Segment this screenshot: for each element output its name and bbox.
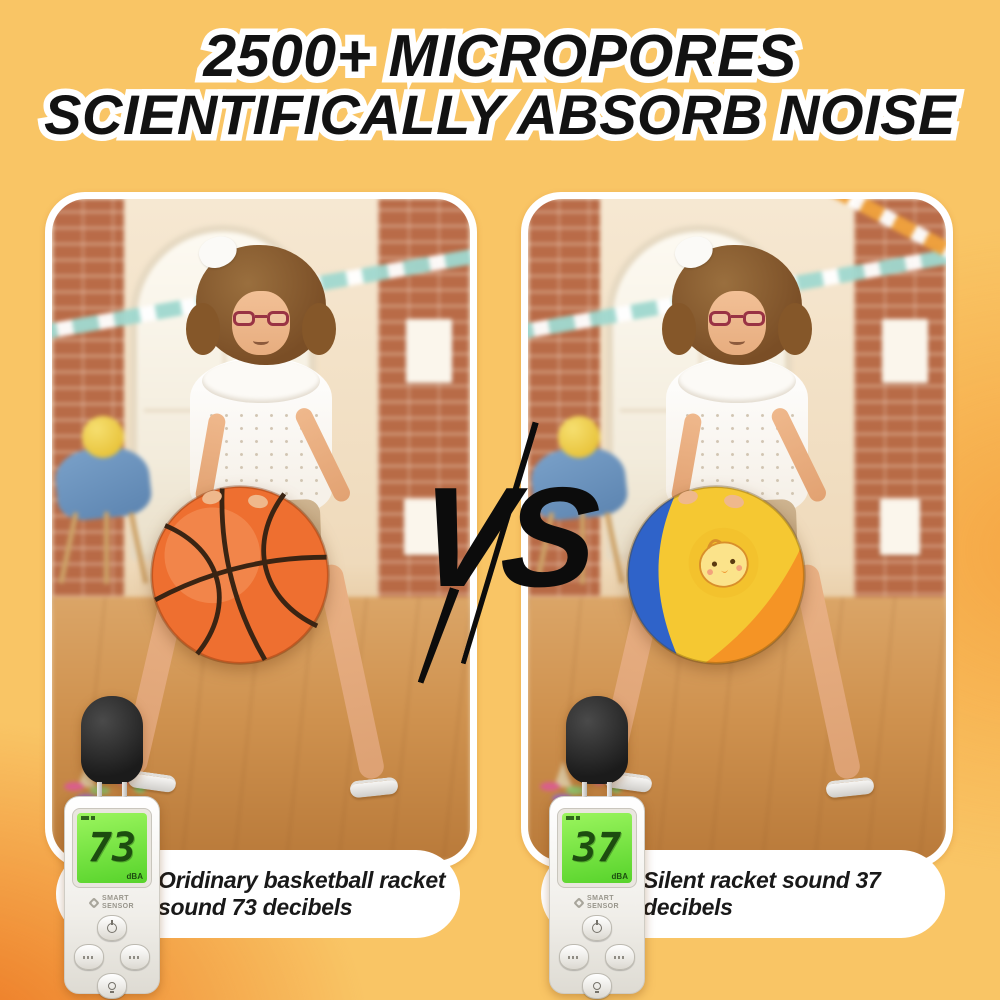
meter-screen-bezel: 37 dBA xyxy=(557,808,637,888)
meter-buttons xyxy=(559,915,635,1000)
girl-smile xyxy=(729,337,745,345)
wall-poster xyxy=(406,319,452,383)
microphone-prong xyxy=(607,782,612,797)
sound-meter-silent: 37 dBA SMART SENSOR Digital Sound Level … xyxy=(549,696,645,1000)
power-icon xyxy=(592,923,602,934)
button-text xyxy=(614,955,626,959)
smart-sensor-logo-icon xyxy=(88,897,100,909)
orange-basketball-graphic xyxy=(150,485,330,665)
girl-playing xyxy=(52,199,470,861)
glasses-lens xyxy=(233,311,255,326)
backlight-button xyxy=(97,973,127,1000)
max-min-button xyxy=(559,944,589,971)
caption-ordinary: Oridinary basketball racket sound 73 dec… xyxy=(158,866,446,920)
wall-poster xyxy=(882,319,928,383)
decibel-reading: 37 xyxy=(572,825,622,871)
glasses-bridge xyxy=(731,315,743,318)
microphone-prong xyxy=(582,782,587,797)
hold-button xyxy=(605,944,635,971)
sound-meter-ordinary: 73 dBA SMART SENSOR Digital Sound Level … xyxy=(64,696,160,1000)
meter-brand: SMART SENSOR xyxy=(550,895,644,910)
decibel-unit: dBA xyxy=(126,872,143,881)
headline: 2500+ MICROPORES 2500+ MICROPORES SCIENT… xyxy=(0,19,1000,150)
girl-playing xyxy=(528,199,946,861)
girl-sandal xyxy=(349,776,399,799)
meter-screen-bezel: 73 dBA xyxy=(72,808,152,888)
vs-badge: VS xyxy=(410,428,596,684)
orange-basketball xyxy=(148,483,332,667)
decibel-unit: dBA xyxy=(611,872,628,881)
duck-face xyxy=(699,539,749,588)
headline-line-1-outline: 2500+ MICROPORES xyxy=(197,19,803,92)
microphone-stem xyxy=(582,782,612,797)
microphone-foam-icon xyxy=(81,696,143,784)
decibel-reading: 73 xyxy=(87,825,137,871)
button-text xyxy=(129,955,141,959)
chair xyxy=(528,414,640,584)
yellow-ball-on-chair xyxy=(82,416,124,458)
vs-label: VS xyxy=(409,458,596,617)
silent-ball-graphic xyxy=(616,477,816,675)
wall-poster xyxy=(404,499,444,555)
power-button xyxy=(97,915,127,942)
yellow-ball-on-chair xyxy=(558,416,600,458)
brand-text: SMART SENSOR xyxy=(587,895,619,910)
meter-lcd: 73 dBA xyxy=(77,813,147,883)
girl-glasses xyxy=(231,311,291,327)
meter-buttons xyxy=(74,915,150,1000)
microphone-foam-icon xyxy=(566,696,628,784)
girl-smile xyxy=(253,337,269,345)
caption-silent: Silent racket sound 37 decibels xyxy=(643,866,881,920)
meter-body: 73 dBA SMART SENSOR Digital Sound Level … xyxy=(64,796,160,1000)
lcd-status-flags xyxy=(81,816,95,820)
button-text xyxy=(568,955,580,959)
toy-ring xyxy=(540,782,560,791)
brand-text: SMART SENSOR xyxy=(102,895,134,910)
smart-sensor-logo-icon xyxy=(573,897,585,909)
headline-line-2-outline: SCIENTIFICALLY ABSORB NOISE xyxy=(38,80,962,150)
wall-poster xyxy=(880,499,920,555)
chair-leg xyxy=(580,512,585,584)
glasses-lens xyxy=(267,311,289,326)
max-min-button xyxy=(74,944,104,971)
lcd-status-flags xyxy=(566,816,580,820)
microphone-stem xyxy=(97,782,127,797)
microphone-prong xyxy=(122,782,127,797)
toy-ring xyxy=(566,786,586,795)
basketball-seams xyxy=(154,488,327,662)
microphone-prong xyxy=(97,782,102,797)
chair xyxy=(52,414,164,584)
toy-ring xyxy=(64,782,84,791)
meter-body: 37 dBA SMART SENSOR Digital Sound Level … xyxy=(549,796,645,1000)
glasses-lens xyxy=(709,311,731,326)
headline-line-2: SCIENTIFICALLY ABSORB NOISE SCIENTIFICAL… xyxy=(0,80,1000,150)
glasses-lens xyxy=(743,311,765,326)
button-text xyxy=(83,955,95,959)
backlight-icon xyxy=(593,982,601,991)
chair-leg xyxy=(104,512,109,584)
headline-line-1: 2500+ MICROPORES 2500+ MICROPORES xyxy=(0,19,1000,92)
backlight-icon xyxy=(108,982,116,991)
meter-brand: SMART SENSOR xyxy=(65,895,159,910)
hold-button xyxy=(120,944,150,971)
power-button xyxy=(582,915,612,942)
girl-sandal xyxy=(825,776,875,799)
girl-glasses xyxy=(707,311,767,327)
meter-lcd: 37 dBA xyxy=(562,813,632,883)
backlight-button xyxy=(582,973,612,1000)
silent-tricolor-ball xyxy=(616,477,816,675)
power-icon xyxy=(107,923,117,934)
glasses-bridge xyxy=(255,315,267,318)
